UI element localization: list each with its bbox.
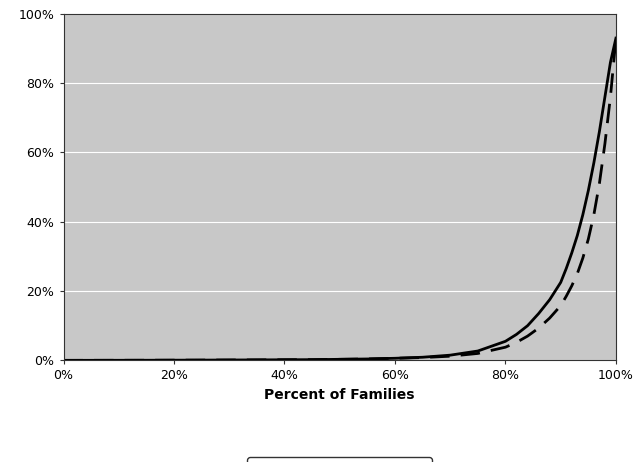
Legend: North, South: North, South	[248, 457, 432, 462]
X-axis label: Percent of Families: Percent of Families	[264, 388, 415, 402]
